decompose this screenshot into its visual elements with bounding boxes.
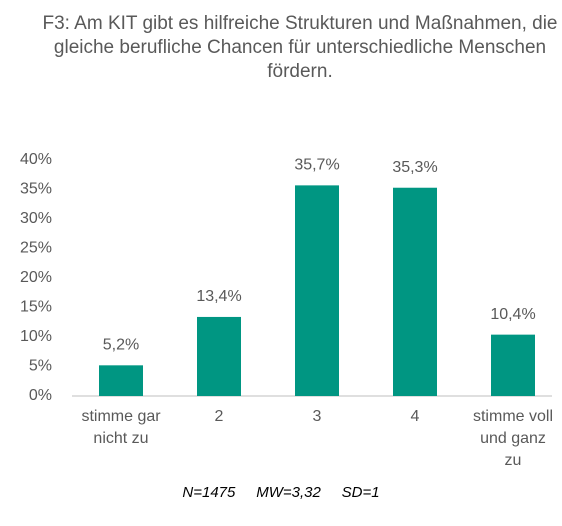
y-tick-label: 15% [20, 299, 52, 316]
data-label: 35,3% [392, 159, 437, 176]
x-tick-label: 3 [312, 408, 322, 425]
y-tick-label: 30% [20, 210, 52, 227]
bar [491, 334, 535, 396]
bar [197, 316, 241, 396]
x-tick-label: stimme voll und ganz zu [472, 408, 553, 469]
y-tick-label: 0% [29, 387, 52, 404]
x-tick-label: stimme gar nicht zu [81, 408, 161, 447]
y-tick-label: 35% [20, 181, 52, 198]
x-tick-label: 4 [410, 408, 420, 425]
x-tick-label: 2 [214, 408, 224, 425]
data-label: 35,7% [294, 157, 339, 174]
data-label: 10,4% [490, 306, 535, 323]
bar [295, 185, 339, 396]
y-tick-label: 40% [20, 151, 52, 168]
y-tick-label: 5% [29, 358, 52, 375]
y-tick-label: 25% [20, 240, 52, 257]
bar [99, 365, 143, 396]
bar [393, 187, 437, 396]
y-tick-label: 20% [20, 269, 52, 286]
y-tick-label: 10% [20, 328, 52, 345]
chart-title: F3: Am KIT gibt es hilfreiche Strukturen… [42, 13, 558, 82]
data-label: 5,2% [103, 337, 139, 354]
data-label: 13,4% [196, 288, 241, 305]
annotation: N=1475 MW=3,32 SD=1 [182, 484, 380, 501]
